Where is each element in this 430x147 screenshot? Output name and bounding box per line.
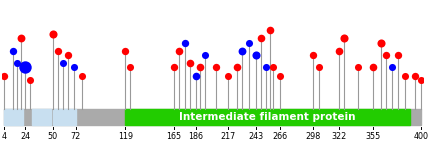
- Bar: [4, 108, 23, 125]
- Point: [1, 74, 8, 77]
- Point: [127, 66, 134, 69]
- Text: 266: 266: [272, 132, 287, 141]
- Point: [389, 66, 396, 69]
- Point: [276, 74, 283, 77]
- Point: [9, 50, 16, 52]
- Point: [49, 33, 56, 36]
- Point: [13, 62, 20, 64]
- Point: [122, 50, 129, 52]
- Text: 4: 4: [2, 132, 7, 141]
- Text: 165: 165: [166, 132, 181, 141]
- Point: [258, 37, 264, 40]
- Point: [225, 74, 232, 77]
- Point: [70, 66, 77, 69]
- Bar: [32, 108, 51, 125]
- Bar: [125, 108, 410, 125]
- Point: [417, 78, 424, 81]
- Point: [212, 66, 219, 69]
- Point: [383, 54, 390, 56]
- Text: 298: 298: [306, 132, 321, 141]
- Point: [310, 54, 317, 56]
- Text: 322: 322: [331, 132, 346, 141]
- Point: [55, 50, 61, 52]
- Point: [197, 66, 203, 69]
- Point: [170, 66, 177, 69]
- Text: 243: 243: [248, 132, 263, 141]
- Point: [370, 66, 377, 69]
- Point: [267, 29, 274, 31]
- Point: [22, 66, 29, 69]
- Point: [354, 66, 361, 69]
- Text: Intermediate filament protein: Intermediate filament protein: [179, 112, 356, 122]
- Text: 50: 50: [48, 132, 58, 141]
- Point: [187, 62, 194, 64]
- Bar: [4, 108, 421, 125]
- Point: [394, 54, 401, 56]
- Point: [412, 74, 419, 77]
- Text: 217: 217: [221, 132, 236, 141]
- Point: [182, 41, 189, 44]
- Text: 355: 355: [366, 132, 381, 141]
- Point: [270, 66, 277, 69]
- Point: [377, 41, 384, 44]
- Text: 119: 119: [118, 132, 133, 141]
- Point: [402, 74, 408, 77]
- Bar: [53, 108, 76, 125]
- Point: [175, 50, 182, 52]
- Point: [315, 66, 322, 69]
- Point: [192, 74, 199, 77]
- Point: [263, 66, 270, 69]
- Point: [79, 74, 86, 77]
- Point: [341, 37, 347, 40]
- Point: [233, 66, 240, 69]
- Point: [18, 37, 25, 40]
- Point: [239, 50, 246, 52]
- Point: [65, 54, 72, 56]
- Text: 186: 186: [188, 132, 203, 141]
- Text: 400: 400: [413, 132, 428, 141]
- Point: [252, 54, 259, 56]
- Point: [202, 54, 209, 56]
- Point: [26, 78, 33, 81]
- Point: [246, 41, 253, 44]
- Point: [60, 62, 67, 64]
- Point: [335, 50, 342, 52]
- Text: 72: 72: [71, 132, 81, 141]
- Text: 24: 24: [20, 132, 31, 141]
